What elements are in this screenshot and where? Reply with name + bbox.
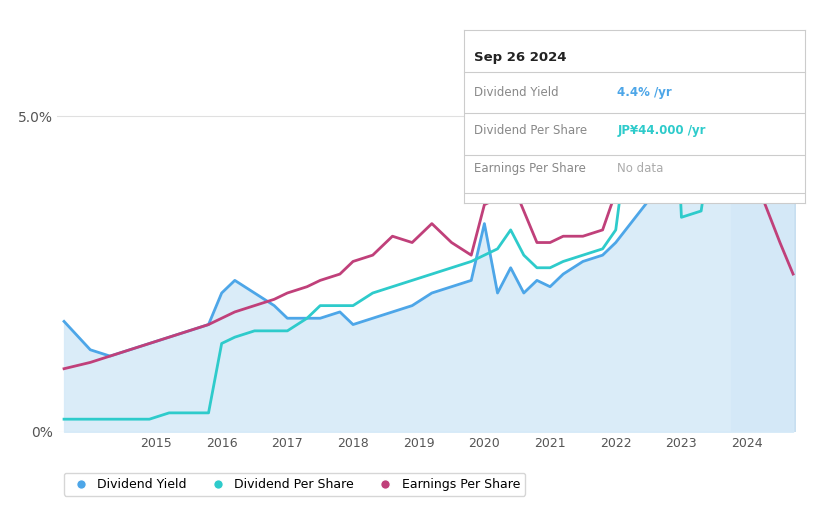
Text: Dividend Per Share: Dividend Per Share: [474, 124, 587, 137]
Legend: Dividend Yield, Dividend Per Share, Earnings Per Share: Dividend Yield, Dividend Per Share, Earn…: [64, 473, 525, 496]
Text: JP¥44.000 /yr: JP¥44.000 /yr: [617, 124, 706, 137]
Bar: [731, 41, 796, 432]
Text: Earnings Per Share: Earnings Per Share: [474, 162, 586, 175]
Text: Past: Past: [734, 56, 760, 69]
Text: No data: No data: [617, 162, 663, 175]
Text: Dividend Yield: Dividend Yield: [474, 86, 559, 99]
Text: 4.4% /yr: 4.4% /yr: [617, 86, 672, 99]
Text: Sep 26 2024: Sep 26 2024: [474, 51, 566, 64]
